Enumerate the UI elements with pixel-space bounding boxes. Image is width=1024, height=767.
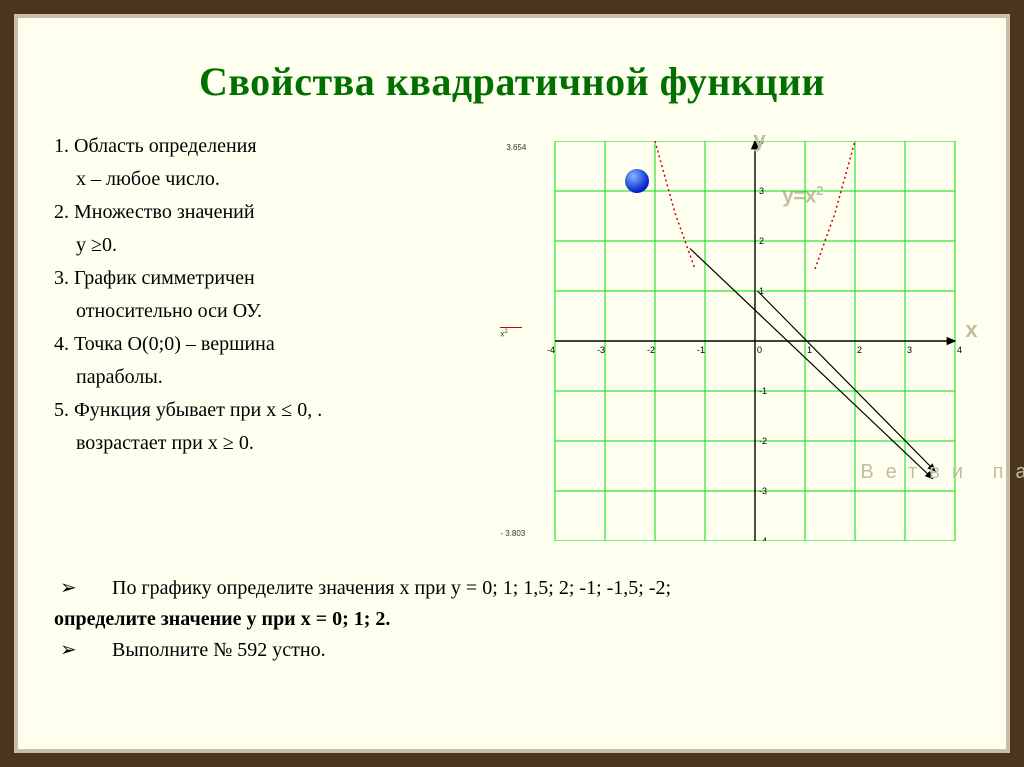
slide: Свойства квадратичной функции 1. Область… <box>18 18 1006 749</box>
outer-frame: Свойства квадратичной функции 1. Область… <box>0 0 1024 767</box>
svg-text:-2: -2 <box>647 345 655 355</box>
svg-text:-1: -1 <box>697 345 705 355</box>
list-item: возрастает при x ≥ 0. <box>54 428 520 459</box>
svg-text:-3: -3 <box>759 486 767 496</box>
svg-text:0: 0 <box>757 345 762 355</box>
list-item: 2. Множество значений <box>54 197 520 228</box>
page-title: Свойства квадратичной функции <box>54 48 970 131</box>
legend-sup: 2 <box>504 329 507 335</box>
svg-text:-4: -4 <box>759 536 767 541</box>
svg-text:-2: -2 <box>759 436 767 446</box>
svg-text:2: 2 <box>857 345 862 355</box>
list-item: x – любое число. <box>54 164 520 195</box>
bevel-frame: Свойства квадратичной функции 1. Область… <box>14 14 1010 753</box>
y-axis-label: y <box>753 127 765 153</box>
list-item: 4. Точка О(0;0) – вершина <box>54 329 520 360</box>
list-item: 3. График симметричен <box>54 263 520 294</box>
equation-label: y=x2 <box>782 183 823 209</box>
svg-text:-3: -3 <box>597 345 605 355</box>
branches-label: Ветви пара <box>860 461 1024 484</box>
svg-text:3: 3 <box>907 345 912 355</box>
equation-sup: 2 <box>816 183 823 198</box>
chart-area: 3.654 x2 - 3.803 -4-3-2-101234-4- <box>530 131 970 561</box>
list-item: y ≥0. <box>54 230 520 261</box>
list-item: 5. Функция убывает при x ≤ 0, . <box>54 395 520 426</box>
svg-text:2: 2 <box>759 236 764 246</box>
task-text: По графику определите значения x при y =… <box>112 573 671 604</box>
svg-text:1: 1 <box>807 345 812 355</box>
task-line-2: определите значение y при x = 0; 1; 2. <box>54 604 970 635</box>
tasks-block: ➢ По графику определите значения x при y… <box>54 573 970 666</box>
list-item: относительно оси ОУ. <box>54 296 520 327</box>
chevron-icon: ➢ <box>54 635 112 666</box>
task-line: ➢ По графику определите значения x при y… <box>54 573 970 604</box>
properties-list: 1. Область определения x – любое число. … <box>54 131 530 461</box>
list-item: 1. Область определения <box>54 131 520 162</box>
task-text: Выполните № 592 устно. <box>112 635 326 666</box>
svg-text:4: 4 <box>957 345 962 355</box>
list-item: параболы. <box>54 362 520 393</box>
equation-text: y=x <box>782 186 816 208</box>
x-axis-label: x <box>965 317 977 343</box>
svg-text:3: 3 <box>759 186 764 196</box>
task-line: ➢ Выполните № 592 устно. <box>54 635 970 666</box>
chevron-icon: ➢ <box>54 573 112 604</box>
svg-text:-4: -4 <box>547 345 555 355</box>
legend-tiny: x2 <box>500 327 522 339</box>
svg-text:-1: -1 <box>759 386 767 396</box>
y-bot-tiny: - 3.803 <box>500 529 525 538</box>
content-row: 1. Область определения x – любое число. … <box>54 131 970 561</box>
y-top-tiny: 3.654 <box>506 143 526 152</box>
